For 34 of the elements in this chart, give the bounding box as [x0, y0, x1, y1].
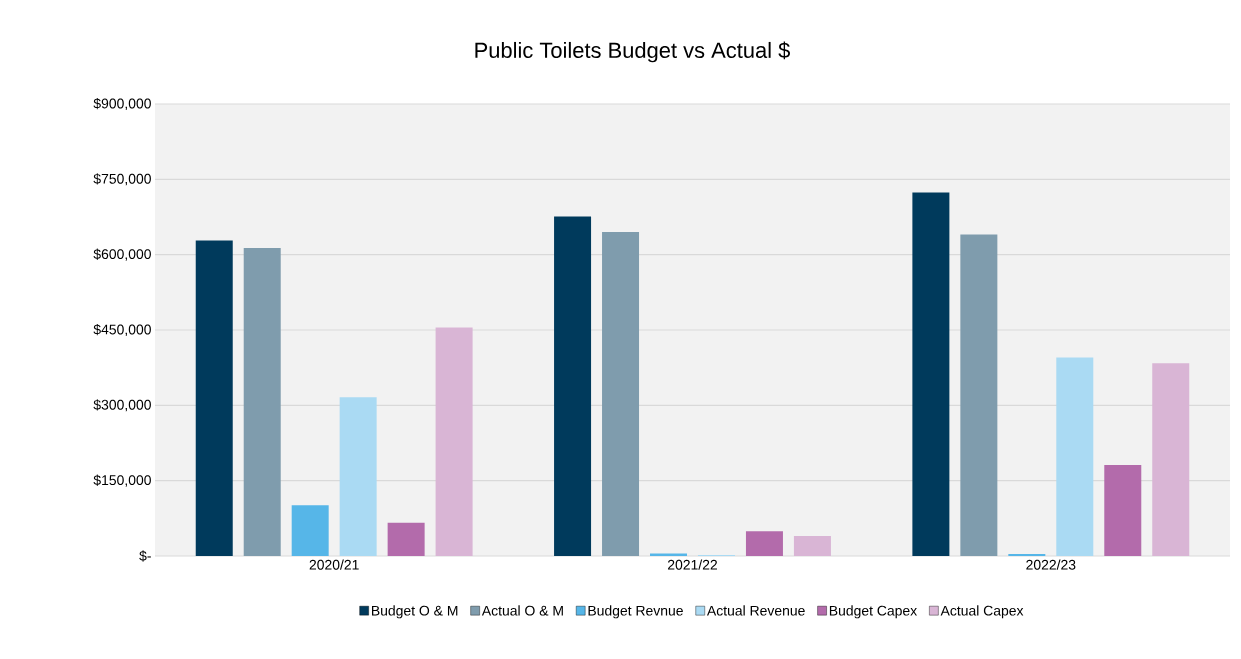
legend-label: Budget Revnue	[588, 605, 683, 619]
y-tick-label: $300,000	[93, 399, 151, 412]
bar	[554, 216, 592, 556]
y-tick-label: $900,000	[93, 97, 151, 111]
y-tick-label: $-	[139, 550, 151, 562]
y-tick-label: $450,000	[93, 323, 151, 337]
bar	[1056, 357, 1094, 556]
bar	[1104, 465, 1142, 556]
x-tick-label: 2021/22	[667, 559, 717, 570]
chart-title: Public Toilets Budget vs Actual $	[475, 41, 790, 63]
bar	[243, 248, 281, 556]
bar	[960, 234, 998, 556]
x-tick-label: 2022/23	[1026, 559, 1076, 570]
bar	[745, 531, 783, 556]
bar	[650, 553, 688, 556]
bar	[1008, 553, 1046, 556]
y-tick-label: $150,000	[93, 474, 151, 487]
bar	[195, 240, 233, 556]
legend-label: Actual Capex	[940, 605, 1024, 619]
bar	[291, 505, 329, 556]
bar	[912, 192, 950, 556]
y-tick-label: $750,000	[93, 173, 151, 186]
bar	[339, 397, 377, 556]
bar	[387, 522, 425, 556]
bar	[793, 535, 831, 556]
bar	[435, 327, 473, 556]
bar	[602, 232, 640, 556]
legend-label: Actual O & M	[481, 605, 563, 616]
legend-label: Actual Revenue	[706, 605, 805, 616]
bar	[1152, 363, 1190, 556]
x-tick-label: 2020/21	[309, 559, 359, 570]
legend-label: Budget Capex	[829, 605, 918, 619]
legend-label: Budget O & M	[372, 605, 458, 619]
y-tick-label: $600,000	[93, 248, 151, 261]
